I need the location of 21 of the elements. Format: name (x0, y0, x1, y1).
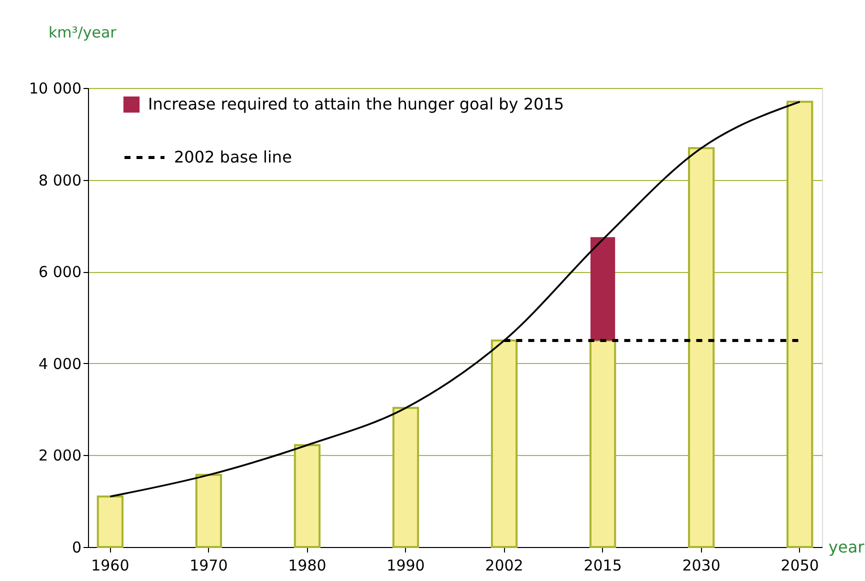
x-tick-label: 2015 (584, 556, 622, 574)
legend-label: 2002 base line (174, 148, 292, 166)
x-tick-label: 1970 (190, 556, 228, 574)
y-tick-label: 2 000 (38, 446, 82, 465)
bar (590, 237, 616, 340)
x-tick-label: 2050 (780, 556, 819, 574)
x-tick-label: 2002 (485, 556, 524, 574)
x-tick-label: 1980 (288, 556, 326, 574)
x-tick-label: 1960 (91, 556, 130, 574)
bar (195, 474, 222, 548)
y-tick-label: 6 000 (38, 263, 82, 282)
y-tick-label: 8 000 (38, 171, 82, 190)
y-tick-label: 0 (72, 538, 82, 556)
y-axis-title: km³/year (48, 24, 118, 42)
y-tick-label: 4 000 (38, 354, 82, 373)
legend-label: Increase required to attain the hunger goal by 2015 (148, 94, 564, 114)
bar (96, 496, 124, 548)
y-tick-label: 10 000 (29, 80, 82, 98)
x-tick-label: 1990 (386, 556, 425, 574)
x-axis-title: year (828, 538, 865, 556)
x-tick-label: 2030 (682, 556, 720, 574)
